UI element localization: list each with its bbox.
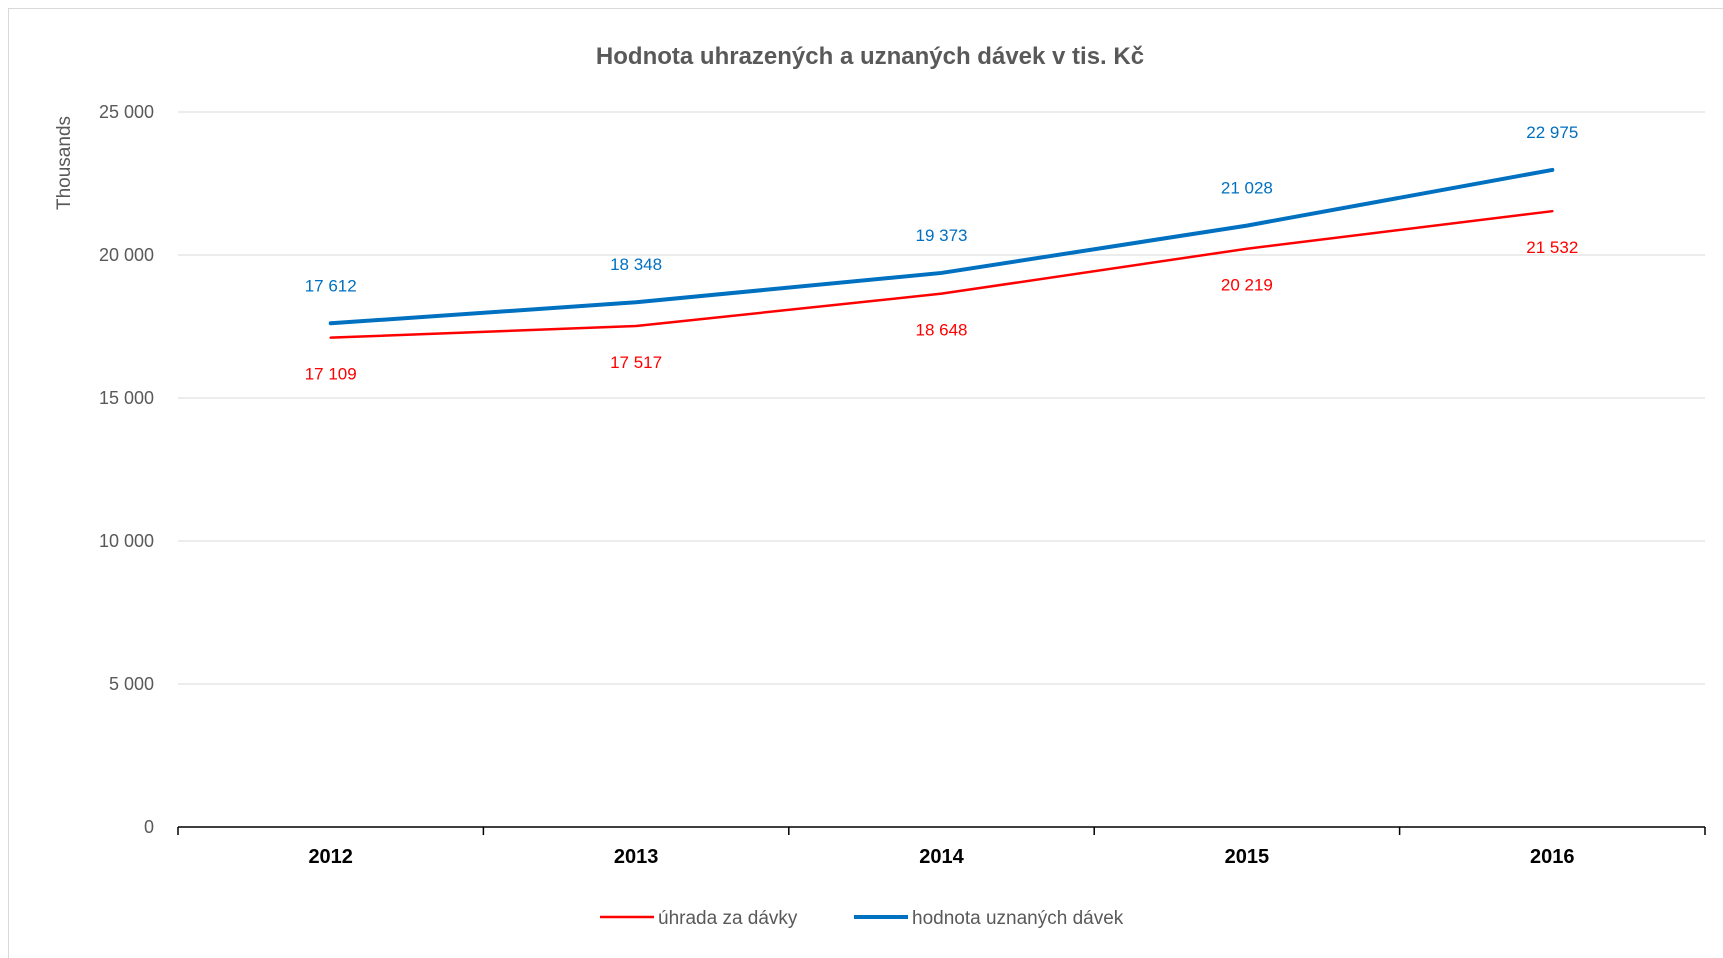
x-axis: 2012 2013 2014 2015 2016: [177, 826, 1706, 868]
y-tick-label: 10 000: [99, 531, 154, 551]
chart-title: Hodnota uhrazených a uznaných dávek v ti…: [596, 43, 1144, 70]
series-line: [329, 209, 1554, 339]
y-tick-label: 15 000: [99, 388, 154, 408]
data-label: 18 348: [610, 255, 662, 274]
series-lines: [328, 167, 1555, 339]
data-label: 17 517: [610, 353, 662, 372]
y-tick-label: 25 000: [99, 102, 154, 122]
data-label: 19 373: [916, 226, 968, 245]
data-label: 18 648: [916, 321, 968, 340]
y-tick-label: 5 000: [109, 674, 154, 694]
data-label: 17 612: [305, 276, 357, 295]
data-label: 21 532: [1526, 238, 1578, 257]
legend: úhrada za dávky hodnota uznaných dávek: [600, 908, 1124, 929]
y-axis-ticks: 0 5 000 10 000 15 000 20 000 25 000: [99, 102, 154, 837]
y-tick-label: 20 000: [99, 245, 154, 265]
y-tick-label: 0: [144, 817, 154, 837]
gridlines: [178, 111, 1705, 685]
x-tick-label: 2013: [614, 846, 659, 868]
legend-label: úhrada za dávky: [658, 908, 798, 929]
data-label: 20 219: [1221, 276, 1273, 295]
x-tick-label: 2016: [1530, 846, 1575, 868]
data-labels: 17 109 17 517 18 648 20 219 21 532 17 612 18 3…: [305, 123, 1579, 384]
x-tick-label: 2014: [919, 846, 964, 868]
data-label: 21 028: [1221, 179, 1273, 198]
legend-label: hodnota uznaných dávek: [912, 908, 1124, 929]
x-tick-label: 2012: [308, 846, 353, 868]
data-label: 22 975: [1526, 123, 1578, 142]
chart-frame: [8, 8, 1723, 958]
x-tick-label: 2015: [1225, 846, 1270, 868]
y-axis-label: Thousands: [54, 116, 75, 210]
series-line: [328, 167, 1555, 326]
data-label: 17 109: [305, 365, 357, 384]
